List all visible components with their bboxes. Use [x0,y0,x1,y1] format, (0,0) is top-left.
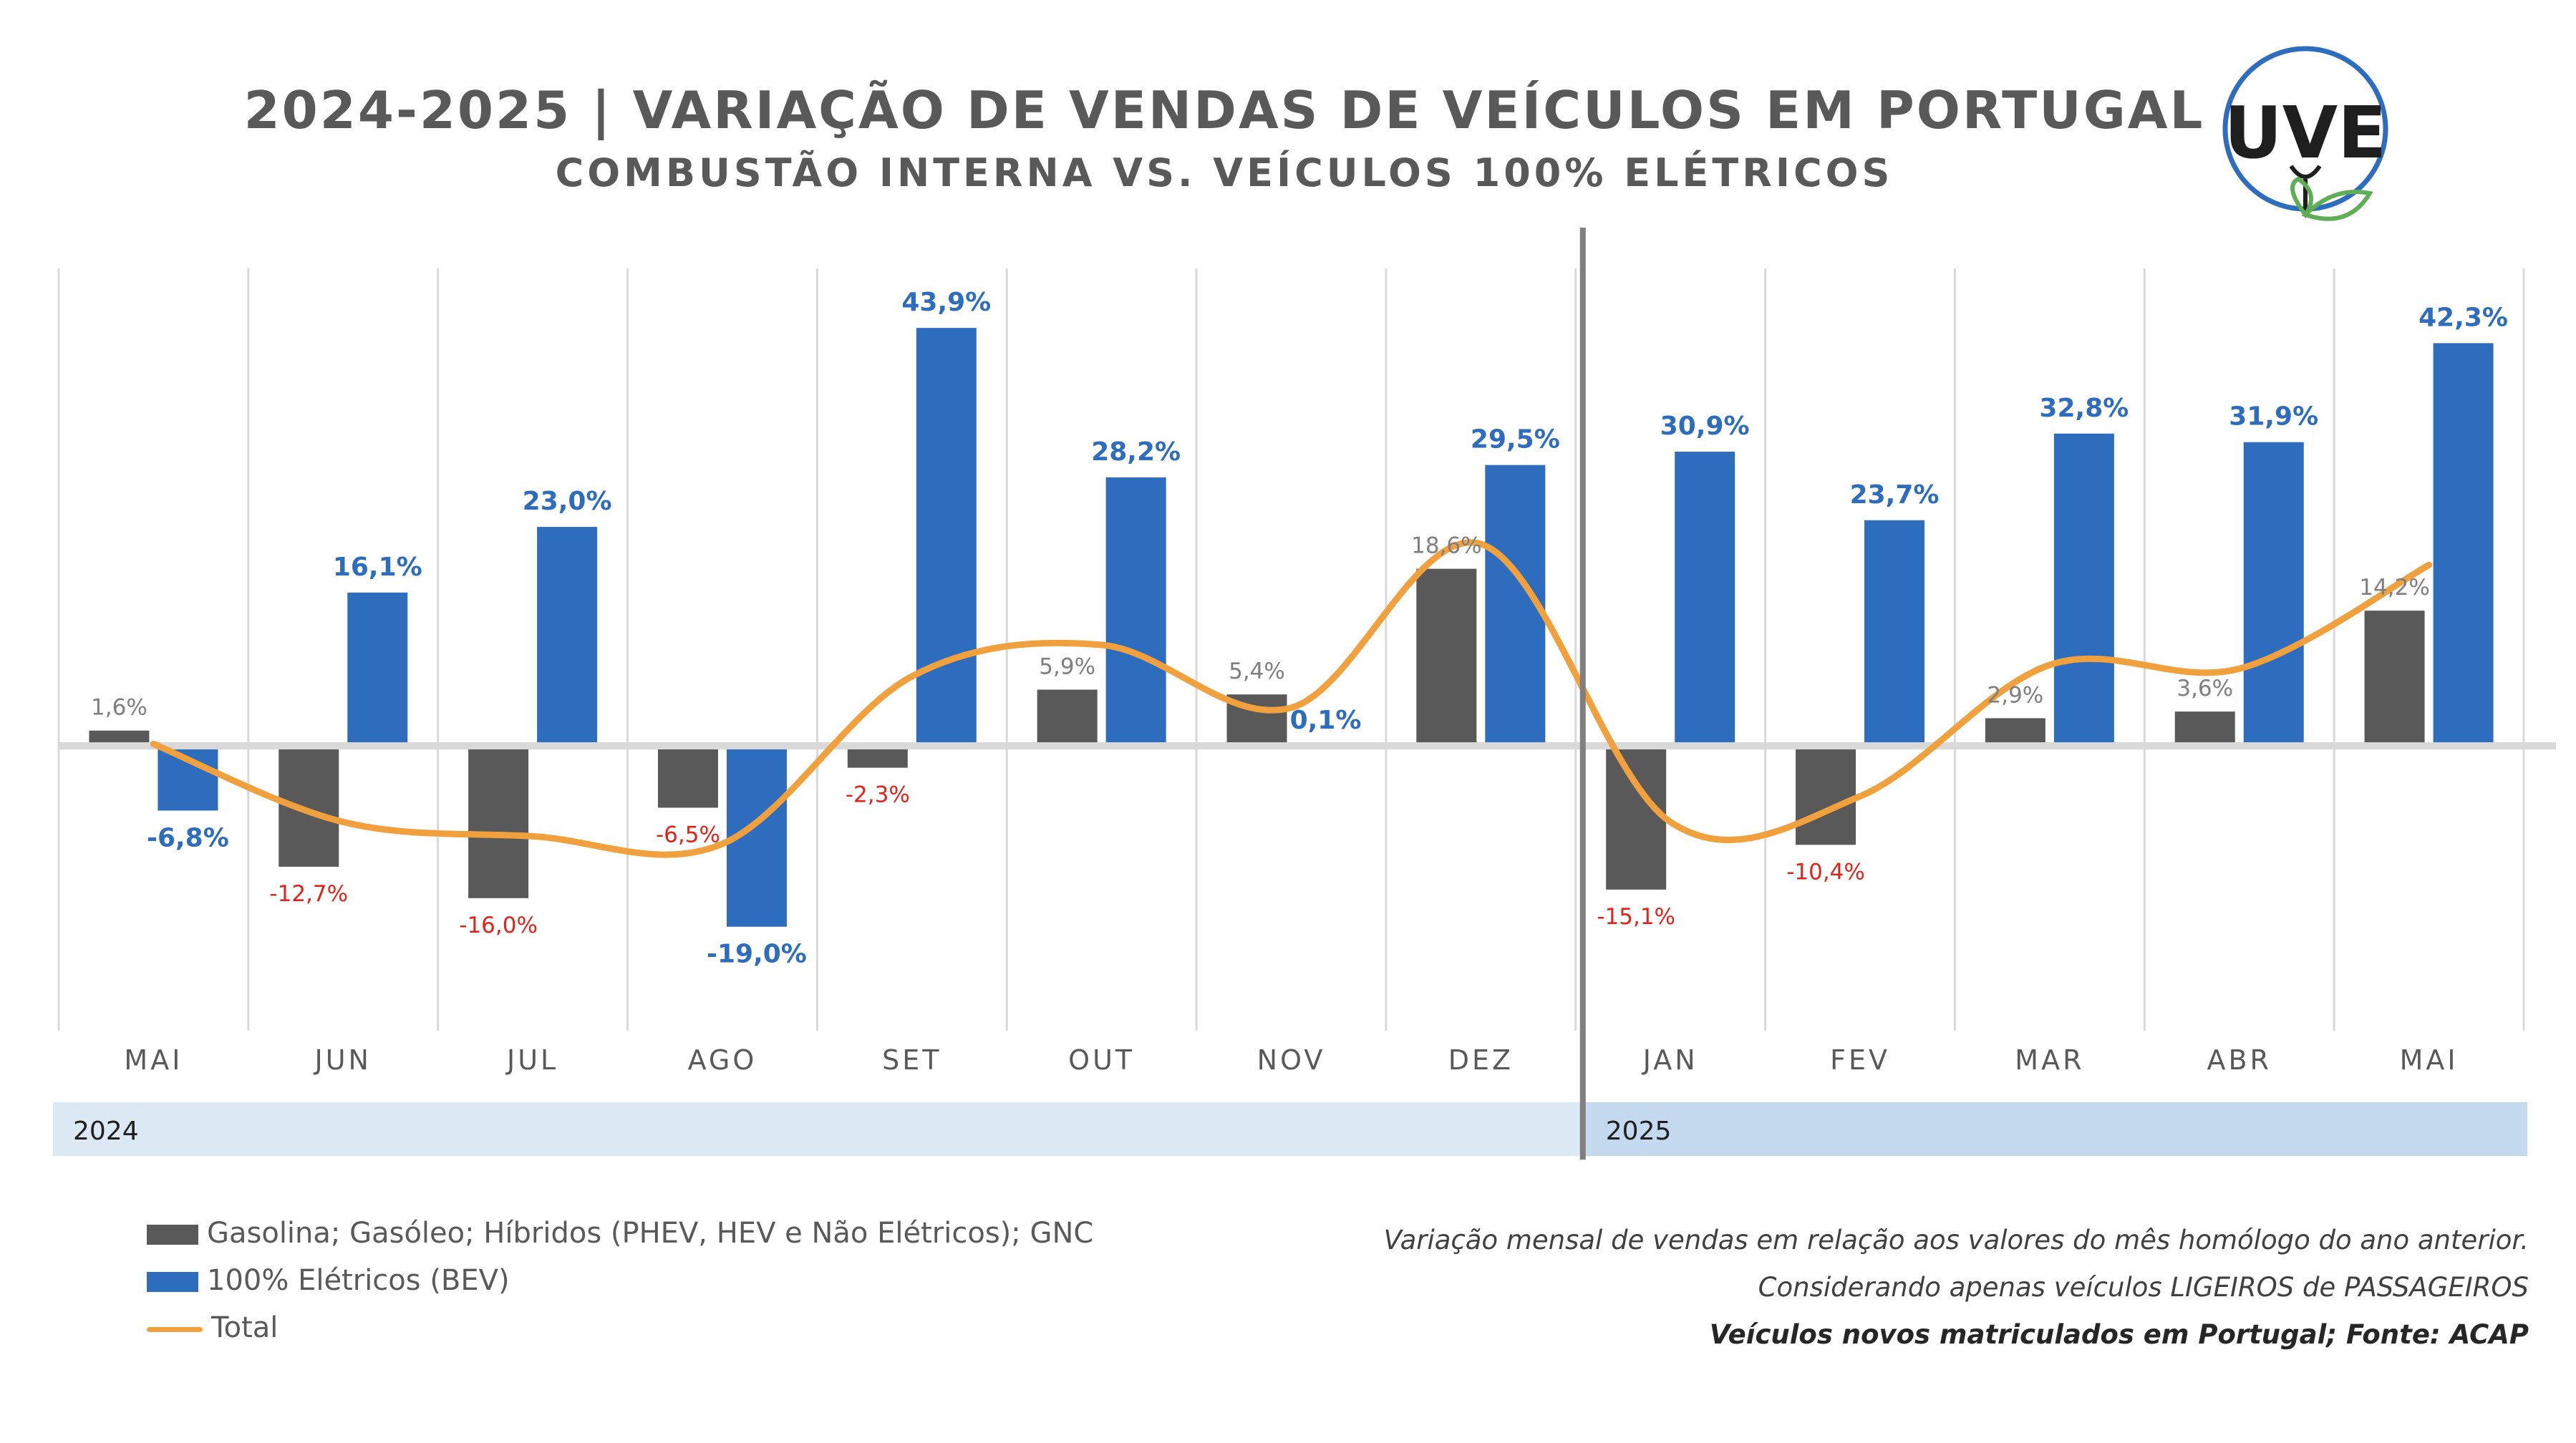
category-label: JUN [314,1044,372,1076]
category-label: AGO [688,1044,757,1076]
category-label: FEV [1830,1044,1890,1076]
year-band-2024 [53,1102,1583,1156]
data-label-bev: 0,1% [1290,706,1362,735]
data-label-bev: 23,7% [1850,480,1940,510]
category-label: JUL [505,1044,558,1076]
leaf-icon [2290,176,2373,221]
category-axis: MAI JUN JUL AGO SET OUT NOV DEZ JAN FEV MAR ABR MAI [124,1044,2459,1076]
legend-swatch-bev [147,1272,198,1292]
legend-label-total: Total [211,1311,279,1344]
category-label: MAI [2400,1044,2459,1076]
category-label: SET [882,1044,941,1076]
bar-ice [847,746,908,768]
bar-ice [1606,746,1667,890]
year-label: 2025 [1606,1117,1672,1146]
bar-ice [2174,711,2235,746]
category-label: MAI [124,1044,183,1076]
year-band-2025 [1582,1102,2527,1156]
bar-ice [1796,746,1856,845]
bar-bev [537,527,598,746]
legend-label-ice: Gasolina; Gasóleo; Híbridos (PHEV, HEV e… [207,1217,1094,1250]
bar-ice [1416,568,1477,746]
data-label-ice: -12,7% [269,881,348,907]
data-label-bev: 30,9% [1660,412,1750,441]
year-bands: 2024 2025 [53,1102,2527,1156]
data-label-ice: 5,9% [1039,654,1095,680]
data-label-ice: 2,9% [1987,682,2044,708]
bar-bev [2053,433,2114,746]
data-label-ice: 18,6% [1411,533,1481,559]
data-label-ice: 1,6% [91,695,147,721]
category-label: OUT [1068,1044,1135,1076]
bar-bev [347,592,408,746]
bar-bev [916,328,977,746]
bar-bev [2433,343,2494,746]
data-label-ice: -2,3% [846,782,910,808]
data-label-bev: 28,2% [1091,437,1181,467]
legend-item-bev: 100% Elétricos (BEV) [147,1264,510,1297]
data-label-bev: 29,5% [1471,425,1560,455]
legend-item-total: Total [147,1311,278,1344]
bar-ice [89,730,150,746]
bar-ice [1037,689,1098,746]
data-label-ice: 3,6% [2176,676,2233,701]
data-label-ice: 5,4% [1229,659,1285,684]
bar-ice [657,746,718,808]
note-line-3: Veículos novos matriculados em Portugal;… [1709,1319,2529,1350]
year-label: 2024 [73,1117,139,1146]
bars [89,328,2494,927]
bar-bev [1105,477,1166,746]
bar-ice [2364,611,2425,746]
legend-label-bev: 100% Elétricos (BEV) [207,1264,510,1297]
bar-ice [1985,718,2045,746]
data-label-bev: 32,8% [2039,394,2129,423]
data-label-ice: -16,0% [459,913,538,938]
category-label: DEZ [1448,1044,1514,1076]
data-label-bev: 42,3% [2418,303,2508,332]
category-label: NOV [1257,1044,1326,1076]
data-label-bev: -19,0% [707,940,807,969]
category-label: ABR [2207,1044,2271,1076]
bar-bev [158,746,218,811]
legend-swatch-ice [147,1225,198,1245]
note-line-1: Variação mensal de vendas em relação aos… [1383,1225,2529,1255]
data-labels: 1,6% -6,8% -12,7% 16,1% -16,0% 23,0% -6,5% -19,… [91,288,2508,969]
data-label-bev: -6,8% [147,823,229,852]
gridlines [57,268,2525,1031]
data-label-bev: 16,1% [333,553,422,582]
uve-logo: UVE [2222,46,2388,221]
bar-ice [468,746,529,898]
data-label-ice: 14,2% [2359,575,2429,601]
footnotes: Variação mensal de vendas em relação aos… [1384,1217,2529,1359]
chart-subtitle: COMBUSTÃO INTERNA VS. VEÍCULOS 100% ELÉT… [555,150,1894,195]
data-label-ice: -10,4% [1786,859,1865,885]
chart-area: 2024 2025 1,6% -6,8% -12,7% 16,1% -16,0% 23,0%… [53,228,2556,1160]
bar-bev [2243,442,2304,746]
bar-bev [1864,520,1925,746]
data-label-bev: 23,0% [523,487,612,516]
category-label: JAN [1642,1044,1698,1076]
logo-text: UVE [2224,91,2387,175]
bar-bev [1675,452,1735,746]
data-label-ice: -6,5% [656,822,720,847]
category-label: MAR [2015,1044,2084,1076]
total-series-line [150,539,2433,858]
note-line-2: Considerando apenas veículos LIGEIROS de… [1758,1272,2529,1303]
chart-title: 2024-2025 | VARIAÇÃO DE VENDAS DE VEÍCUL… [243,80,2205,140]
data-label-bev: 31,9% [2229,402,2318,432]
data-label-ice: -15,1% [1597,904,1675,930]
legend-swatch-total [147,1326,203,1332]
total-line [150,539,2433,858]
data-label-bev: 43,9% [901,288,991,317]
legend-item-ice: Gasolina; Gasóleo; Híbridos (PHEV, HEV e… [147,1217,1093,1250]
